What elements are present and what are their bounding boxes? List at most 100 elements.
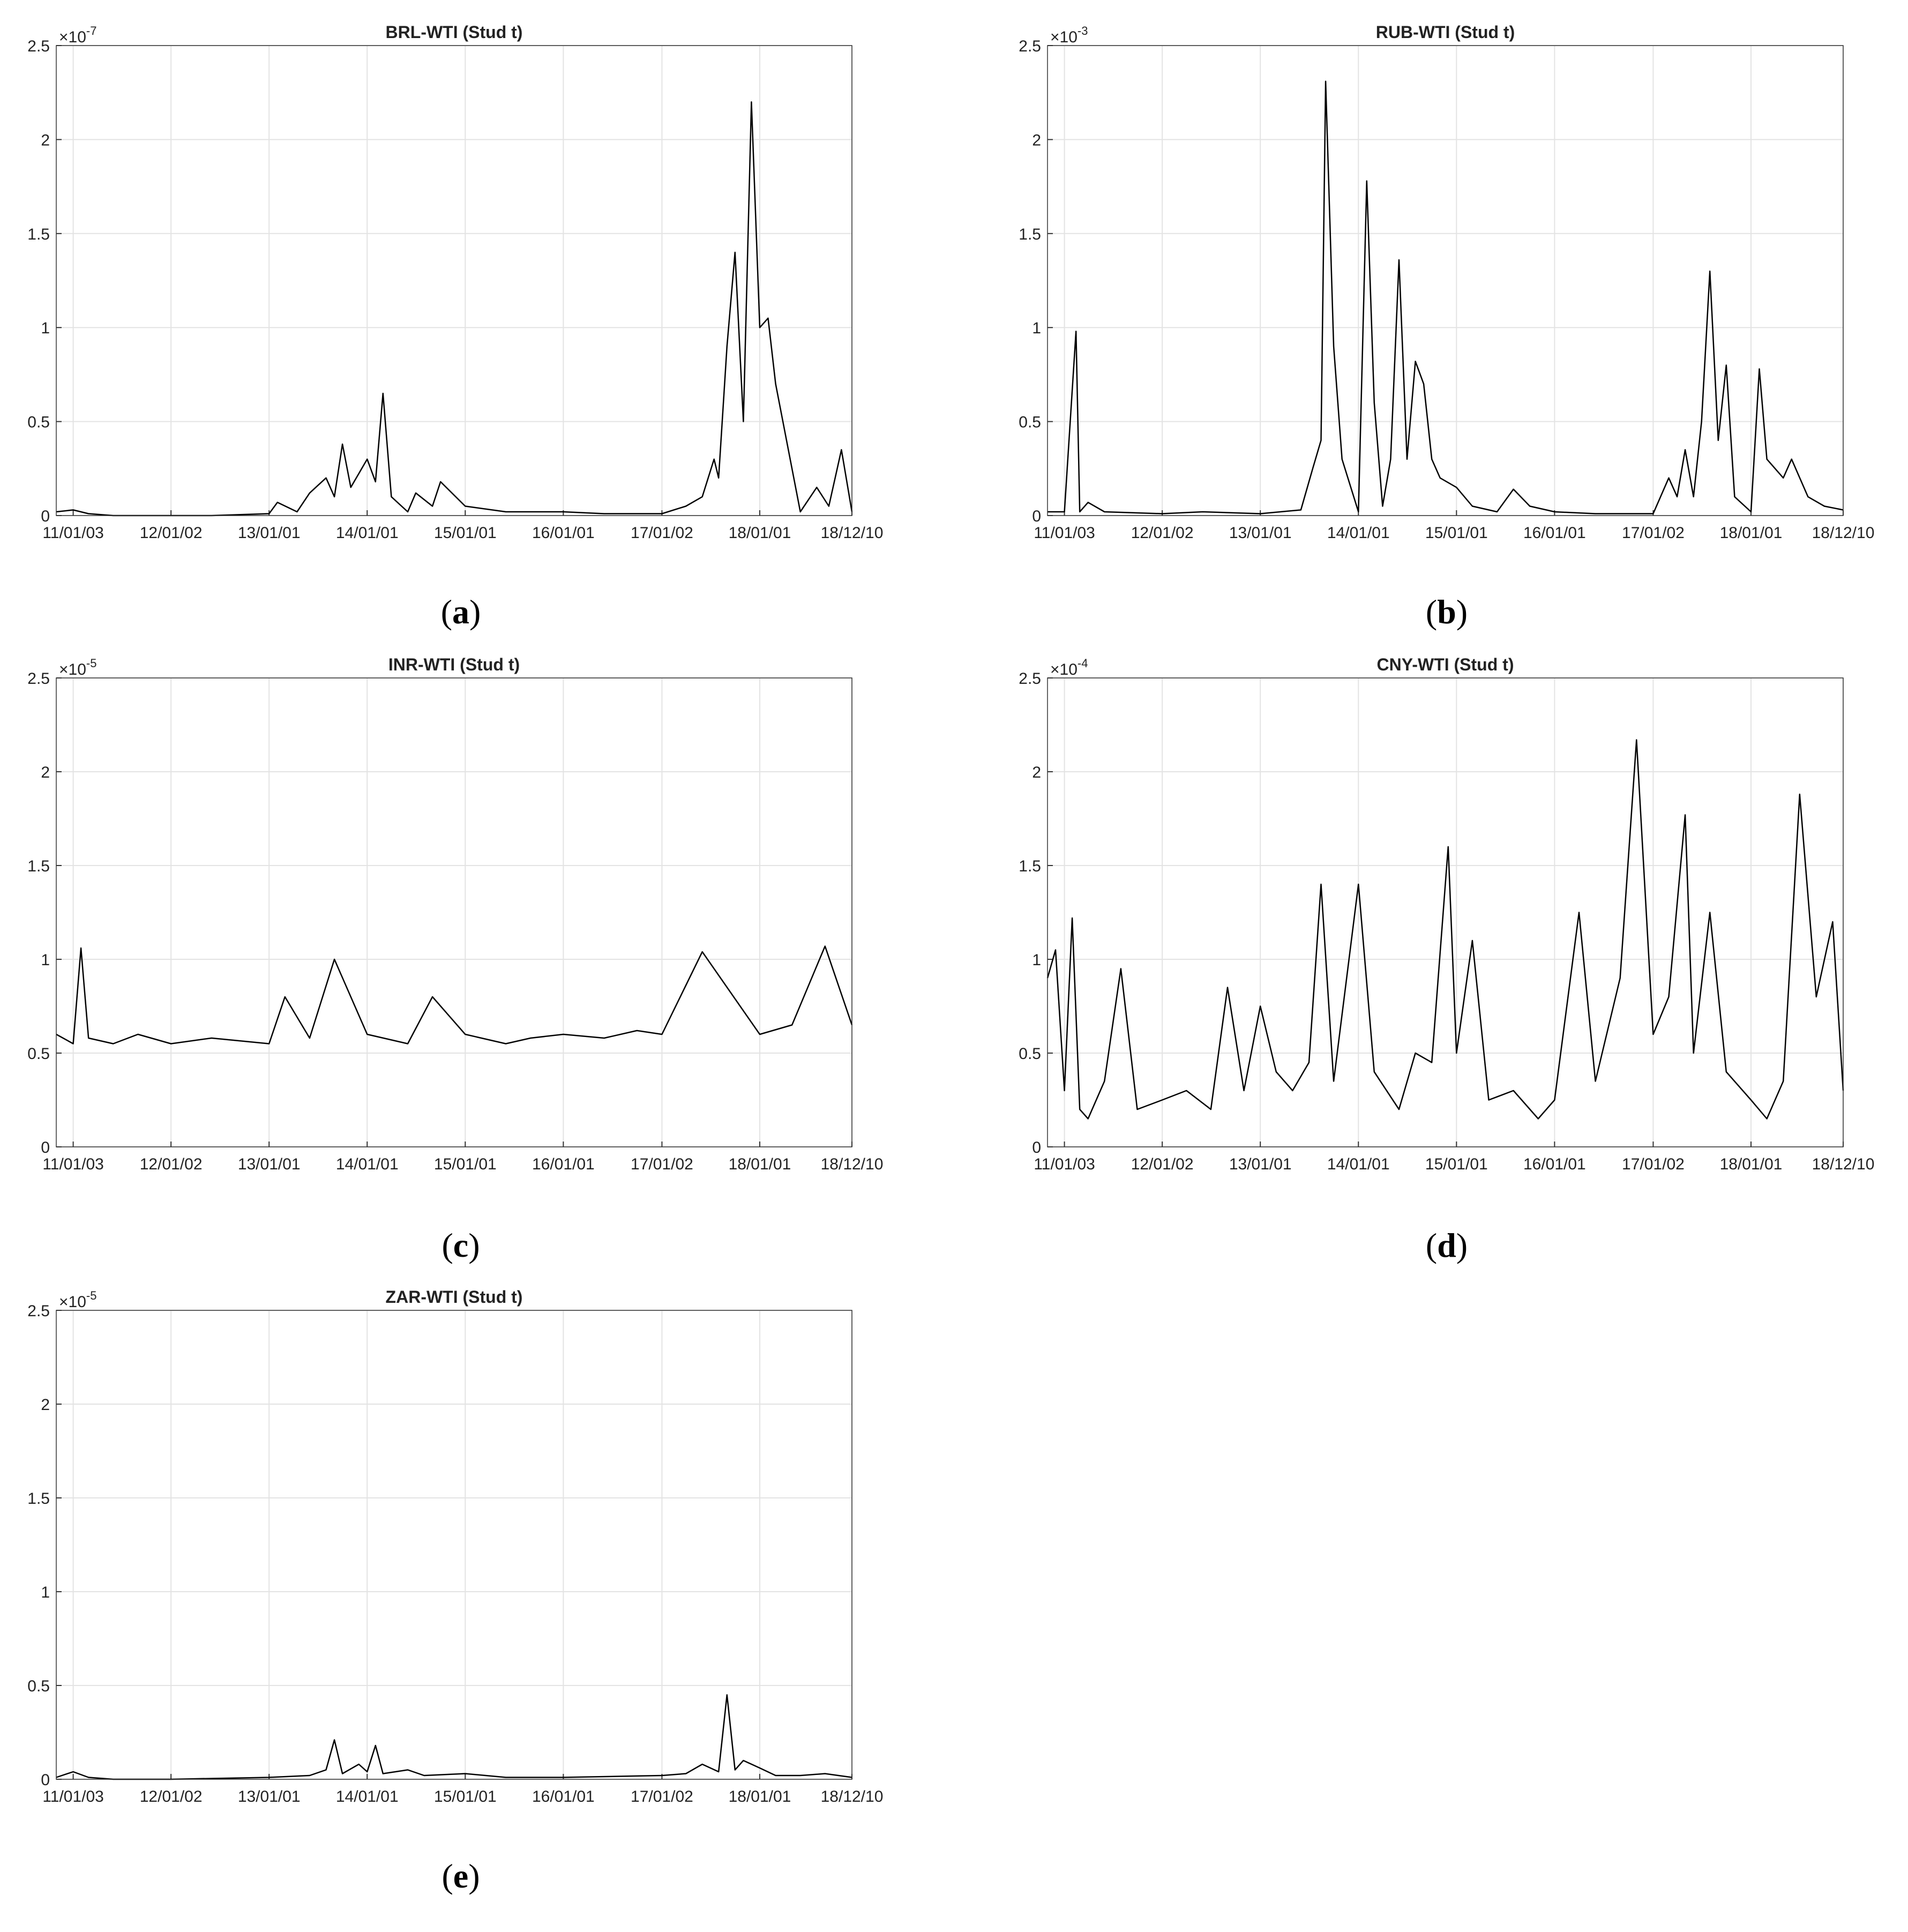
y-tick-label: 2 (1032, 764, 1041, 781)
x-tick-label: 13/01/01 (238, 1788, 301, 1806)
x-tick-label: 17/01/02 (631, 1155, 693, 1173)
x-tick-label: 12/01/02 (140, 524, 203, 542)
x-tick-label: 15/01/01 (434, 1788, 497, 1806)
x-tick-label: 14/01/01 (336, 1788, 399, 1806)
y-tick-label: 0.5 (27, 1045, 50, 1063)
y-exponent-label: ×10-5 (59, 657, 96, 678)
x-tick-label: 14/01/01 (336, 1155, 399, 1173)
y-tick-label: 0 (1032, 508, 1041, 525)
y-tick-label: 2 (1032, 131, 1041, 149)
plot-area (56, 678, 852, 1147)
axes-box (56, 677, 852, 1147)
y-exponent-power: -5 (86, 1289, 97, 1302)
x-tick-label: 13/01/01 (1229, 1155, 1292, 1173)
panel-label-a: (a) (441, 593, 481, 631)
y-tick-label: 0.5 (1019, 414, 1041, 431)
x-tick-label: 14/01/01 (336, 524, 399, 542)
y-tick-label: 1 (41, 951, 50, 969)
x-tick-label: 16/01/01 (532, 524, 595, 542)
x-tick-label: 18/01/01 (729, 1788, 791, 1806)
x-tick-label: 18/01/01 (729, 524, 791, 542)
y-tick-label: 2.5 (27, 38, 50, 55)
y-tick-label: 0 (41, 508, 50, 525)
x-tick-label: 15/01/01 (1425, 1155, 1488, 1173)
x-tick-label: 18/01/01 (1720, 524, 1783, 542)
y-tick-label: 2.5 (27, 670, 50, 688)
y-tick-label: 1 (41, 319, 50, 337)
x-tick-label: 16/01/01 (532, 1788, 595, 1806)
chart-title: BRL-WTI (Stud t) (386, 23, 523, 42)
chart-title: INR-WTI (Stud t) (388, 655, 520, 674)
panel-d-chart: 0 0.5 1 1.5 2 2.5 11/01/03 12/01/02 13/01/01 14/0… (1019, 655, 1874, 1173)
series-line (1047, 80, 1844, 514)
series-line (56, 945, 853, 1045)
y-tick-label: 2 (41, 764, 50, 781)
y-exponent-power: -5 (86, 657, 97, 670)
series-line (56, 1694, 852, 1780)
x-tick-label: 18/12/10 (821, 1788, 884, 1806)
x-tick-label: 13/01/01 (1229, 524, 1292, 542)
x-tick-label: 11/01/03 (1034, 1155, 1095, 1173)
plot-area (1047, 678, 1843, 1147)
x-tick-label: 12/01/02 (140, 1788, 203, 1806)
panel-letter-a: a (452, 593, 469, 631)
x-tick-label: 18/12/10 (821, 524, 884, 542)
x-tick-label: 17/01/02 (631, 1788, 693, 1806)
y-exponent-label: ×10-5 (59, 1289, 96, 1311)
y-exponent-power: -3 (1078, 24, 1088, 38)
y-tick-label: 2.5 (27, 1302, 50, 1320)
x-tick-label: 12/01/02 (1131, 1155, 1194, 1173)
x-tick-label: 12/01/02 (140, 1155, 203, 1173)
y-tick-label: 0 (41, 1771, 50, 1789)
panel-letter-e: e (453, 1857, 468, 1895)
y-tick-label: 2 (41, 131, 50, 149)
panel-e-chart: 0 0.5 1 1.5 2 2.5 11/01/03 12/01/02 13/01/01 14/0… (27, 1287, 883, 1806)
series-line (1046, 739, 1844, 1120)
axes-box (1047, 45, 1844, 516)
panel-c-chart: 0 0.5 1 1.5 2 2.5 11/01/03 12/01/02 13/01/01 14/0… (27, 655, 883, 1173)
x-tick-label: 11/01/03 (42, 1155, 104, 1173)
axes-box (56, 1310, 852, 1780)
x-tick-label: 18/12/10 (1812, 1155, 1875, 1173)
x-tick-label: 15/01/01 (434, 524, 497, 542)
x-tick-label: 16/01/01 (1523, 1155, 1586, 1173)
y-exponent-label: ×10-7 (59, 24, 96, 46)
y-tick-label: 0.5 (1019, 1045, 1041, 1063)
x-tick-label: 18/01/01 (729, 1155, 791, 1173)
panel-a-chart: 0 0.5 1 1.5 2 2.5 11/01/03 12/01/02 13/01/01 14/0… (27, 23, 883, 542)
chart-title: RUB-WTI (Stud t) (1376, 23, 1515, 42)
y-tick-label: 1.5 (27, 857, 50, 875)
series-line (56, 101, 853, 517)
chart-title: ZAR-WTI (Stud t) (386, 1287, 523, 1307)
axes-box (56, 45, 852, 516)
panel-letter-d: d (1437, 1226, 1456, 1264)
x-tick-label: 11/01/03 (42, 1788, 104, 1806)
x-tick-label: 12/01/02 (1131, 524, 1194, 542)
y-tick-label: 1 (1032, 951, 1041, 969)
x-tick-label: 11/01/03 (1034, 524, 1095, 542)
y-tick-label: 1.5 (1019, 226, 1041, 243)
y-exponent-power: -7 (86, 24, 97, 38)
plot-area (56, 46, 852, 516)
y-tick-label: 1 (41, 1584, 50, 1601)
x-tick-label: 11/01/03 (42, 524, 104, 542)
chart-title: CNY-WTI (Stud t) (1377, 655, 1514, 674)
y-exponent-label: ×10-3 (1050, 24, 1088, 46)
panel-letter-b: b (1437, 593, 1456, 631)
y-tick-label: 1.5 (1019, 857, 1041, 875)
plot-area (1047, 46, 1843, 516)
x-tick-label: 18/12/10 (821, 1155, 884, 1173)
y-tick-label: 1 (1032, 319, 1041, 337)
panel-letter-c: c (453, 1226, 468, 1264)
x-tick-label: 17/01/02 (631, 524, 693, 542)
y-tick-label: 2.5 (1019, 670, 1041, 688)
y-tick-label: 0 (41, 1139, 50, 1157)
x-tick-label: 18/01/01 (1720, 1155, 1783, 1173)
x-tick-label: 17/01/02 (1622, 1155, 1685, 1173)
y-tick-label: 0 (1032, 1139, 1041, 1157)
plot-area (56, 1310, 852, 1779)
axes-box (1047, 677, 1844, 1147)
x-tick-label: 13/01/01 (238, 1155, 301, 1173)
x-tick-label: 18/12/10 (1812, 524, 1875, 542)
